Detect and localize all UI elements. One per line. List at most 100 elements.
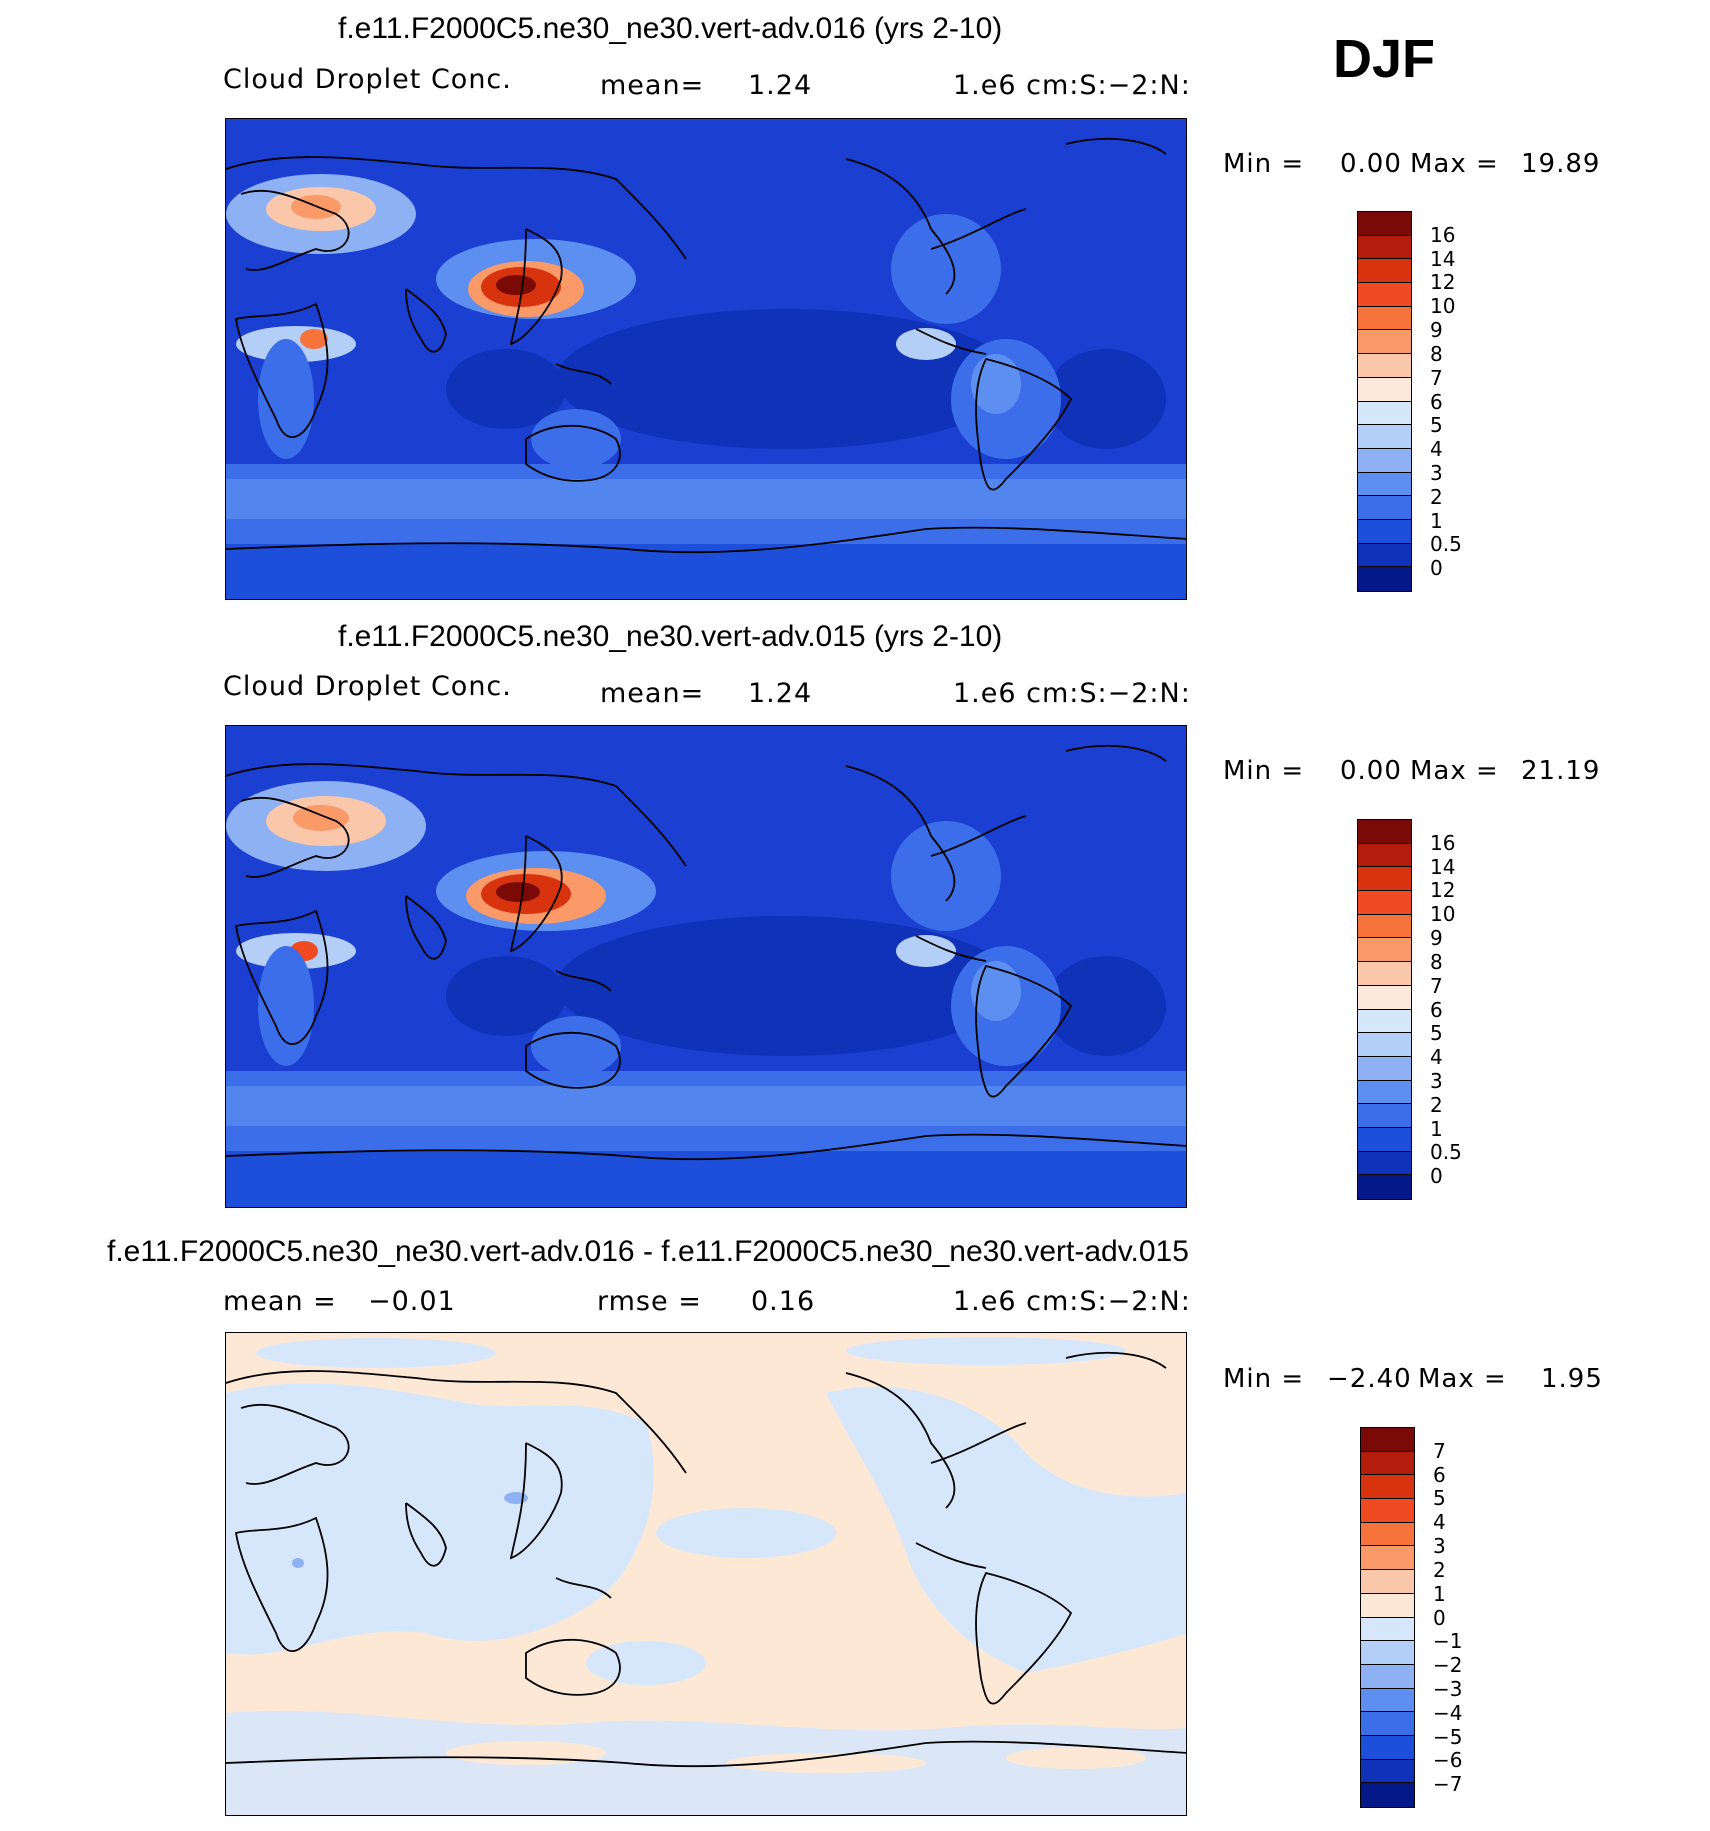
colorbar-swatch	[1358, 543, 1411, 568]
colorbar-tick-label: 4	[1430, 437, 1443, 462]
colorbar-swatch	[1361, 1451, 1414, 1476]
colorbar-swatch	[1358, 259, 1411, 284]
panel-mid-title: f.e11.F2000C5.ne30_ne30.vert-adv.015 (yr…	[338, 620, 1003, 653]
colorbar-swatch	[1361, 1428, 1414, 1452]
colorbar-tick-label: 14	[1430, 246, 1456, 271]
colorbar-swatch	[1358, 212, 1411, 236]
colorbar-tick-label: 9	[1430, 926, 1443, 951]
colorbar-swatch	[1358, 843, 1411, 868]
colorbar-swatch	[1358, 567, 1411, 591]
colorbar-swatch	[1361, 1499, 1414, 1523]
panel-diff-map	[225, 1332, 1187, 1816]
colorbar-swatch	[1358, 1080, 1411, 1105]
colorbar-tick-label: 5	[1430, 413, 1443, 438]
colorbar-swatch	[1361, 1641, 1414, 1665]
colorbar-tick-label: −5	[1433, 1724, 1463, 1749]
colorbar-tick-label: 0	[1430, 1164, 1443, 1189]
colorbar-swatch	[1358, 820, 1411, 844]
panel-diff-max-label: Max =	[1418, 1364, 1507, 1394]
panel-diff-max-value: 1.95	[1541, 1364, 1603, 1394]
panel-mid-min-value: 0.00	[1340, 756, 1402, 786]
colorbar-tick-label: 16	[1430, 830, 1456, 855]
season-label: DJF	[1333, 29, 1436, 89]
panel-top-mean-value: 1.24	[748, 70, 813, 101]
colorbar-tick-label: 10	[1430, 902, 1456, 927]
panel-diff-min-label: Min =	[1223, 1364, 1305, 1394]
panel-top-min-value: 0.00	[1340, 149, 1402, 179]
panel-mid-max-value: 21.19	[1521, 756, 1601, 786]
panel-top-min-label: Min =	[1223, 149, 1305, 179]
colorbar-swatch	[1361, 1759, 1414, 1784]
colorbar-swatch	[1361, 1546, 1414, 1571]
colorbar-swatch	[1358, 867, 1411, 892]
colorbar-swatch	[1358, 891, 1411, 915]
colorbar-tick-label: 2	[1430, 1092, 1443, 1117]
colorbar-swatch	[1358, 1033, 1411, 1057]
colorbar-swatch	[1358, 330, 1411, 355]
colorbar-tick-label: 2	[1433, 1557, 1446, 1582]
colorbar-tick-label: 3	[1430, 460, 1443, 485]
colorbar-tick-label: 14	[1430, 854, 1456, 879]
colorbar-swatch	[1358, 1175, 1411, 1199]
panel-diff-mean-value: −0.01	[368, 1286, 456, 1317]
colorbar-swatch	[1361, 1475, 1414, 1500]
colorbar-tick-label: 2	[1430, 484, 1443, 509]
panel-top-map	[225, 118, 1187, 600]
panel-diff-colorbar	[1360, 1427, 1415, 1808]
panel-top-max-label: Max =	[1410, 149, 1499, 179]
colorbar-tick-label: 7	[1430, 973, 1443, 998]
colorbar-tick-label: 8	[1430, 949, 1443, 974]
colorbar-swatch	[1358, 235, 1411, 260]
colorbar-tick-label: 6	[1433, 1462, 1446, 1487]
colorbar-swatch	[1358, 1151, 1411, 1176]
panel-diff-min-value: −2.40	[1327, 1364, 1412, 1394]
panel-top-units: 1.e6 cm:S:−2:N:	[953, 70, 1191, 101]
panel-mid-mean-label: mean=	[600, 678, 705, 709]
colorbar-tick-label: 5	[1433, 1486, 1446, 1511]
colorbar-swatch	[1358, 283, 1411, 307]
panel-diff-units: 1.e6 cm:S:−2:N:	[953, 1286, 1191, 1317]
colorbar-swatch	[1361, 1617, 1414, 1642]
panel-diff-rmse-value: 0.16	[751, 1286, 816, 1317]
colorbar-tick-label: 1	[1433, 1581, 1446, 1606]
colorbar-tick-label: 1	[1430, 1116, 1443, 1141]
colorbar-tick-label: 6	[1430, 389, 1443, 414]
colorbar-tick-label: 7	[1430, 365, 1443, 390]
panel-diff-title: f.e11.F2000C5.ne30_ne30.vert-adv.016 - f…	[107, 1235, 1189, 1268]
colorbar-tick-label: 16	[1430, 222, 1456, 247]
colorbar-tick-label: 0.5	[1430, 1140, 1462, 1165]
colorbar-tick-label: 8	[1430, 341, 1443, 366]
panel-diff-rmse-label: rmse =	[597, 1286, 702, 1317]
panel-top-colorbar	[1357, 211, 1412, 592]
colorbar-tick-label: 10	[1430, 294, 1456, 319]
colorbar-tick-label: 0.5	[1430, 532, 1462, 557]
colorbar-swatch	[1358, 1104, 1411, 1128]
colorbar-tick-label: −7	[1433, 1772, 1463, 1797]
panel-top-contours	[226, 137, 1186, 599]
panel-top-mean-label: mean=	[600, 70, 705, 101]
colorbar-tick-label: −6	[1433, 1748, 1463, 1773]
colorbar-tick-label: 0	[1433, 1605, 1446, 1630]
colorbar-tick-label: 5	[1430, 1021, 1443, 1046]
colorbar-swatch	[1358, 354, 1411, 378]
colorbar-tick-label: 0	[1430, 556, 1443, 581]
colorbar-swatch	[1361, 1712, 1414, 1736]
colorbar-swatch	[1358, 401, 1411, 426]
panel-mid-variable: Cloud Droplet Conc.	[223, 671, 512, 702]
panel-diff-contours	[226, 1337, 1186, 1815]
colorbar-tick-label: 12	[1430, 270, 1456, 295]
colorbar-tick-label: −1	[1433, 1629, 1463, 1654]
colorbar-swatch	[1361, 1664, 1414, 1689]
colorbar-tick-label: 7	[1433, 1438, 1446, 1463]
colorbar-swatch	[1358, 425, 1411, 449]
colorbar-swatch	[1358, 496, 1411, 520]
colorbar-swatch	[1361, 1593, 1414, 1618]
panel-mid-colorbar	[1357, 819, 1412, 1200]
colorbar-swatch	[1361, 1570, 1414, 1594]
panel-top-variable: Cloud Droplet Conc.	[223, 64, 512, 95]
colorbar-swatch	[1358, 306, 1411, 331]
colorbar-swatch	[1358, 1056, 1411, 1081]
colorbar-swatch	[1358, 377, 1411, 402]
panel-diff-mean-label: mean =	[223, 1286, 337, 1317]
panel-mid-max-label: Max =	[1410, 756, 1499, 786]
